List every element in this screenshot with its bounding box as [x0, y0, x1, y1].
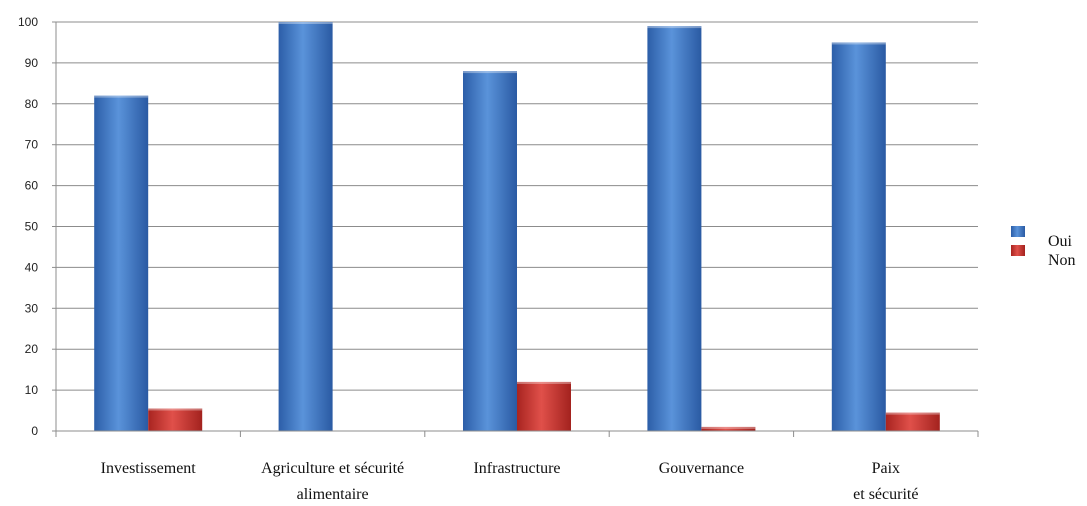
bar-oui [831, 42, 886, 431]
bar-oui [278, 22, 333, 431]
bar-highlight [278, 22, 333, 24]
bar-highlight [647, 26, 702, 29]
y-tick-label: 100 [18, 15, 38, 29]
x-category-label: Gouvernance [659, 460, 744, 477]
bar-oui [94, 95, 149, 432]
bar-highlight [831, 42, 886, 45]
y-tick-label: 40 [25, 260, 39, 274]
x-category-label: Paix et sécurité [853, 460, 918, 503]
bar-non [885, 412, 940, 431]
bar-oui [647, 26, 702, 432]
legend-swatch-non [1011, 245, 1025, 256]
x-category-label-line: et sécurité [853, 486, 918, 503]
bar-highlight [463, 71, 517, 74]
y-tick-label: 0 [31, 424, 38, 438]
y-tick-label: 90 [25, 56, 39, 70]
x-category-label: Investissement [101, 460, 197, 477]
y-tick-label: 80 [25, 97, 39, 111]
x-category-label-line: Investissement [101, 460, 197, 477]
x-category-label-line: alimentaire [297, 486, 369, 503]
y-tick-label: 50 [25, 220, 39, 234]
bars [94, 22, 940, 432]
x-category-label-line: Paix [872, 460, 900, 477]
x-category-label-line: Agriculture et sécurité [261, 460, 404, 477]
y-tick-label: 70 [25, 138, 39, 152]
y-tick-label: 20 [25, 342, 39, 356]
x-category-label-line: Infrastructure [473, 460, 560, 477]
x-category-label: Agriculture et sécurité alimentaire [261, 460, 404, 503]
legend-label-oui: Oui [1048, 233, 1073, 250]
x-axis: Investissement Agriculture et sécurité ali… [55, 430, 979, 503]
y-tick-label: 10 [25, 383, 39, 397]
bar-non [517, 381, 571, 431]
y-tick-label: 30 [25, 301, 39, 315]
y-tick-label: 60 [25, 179, 39, 193]
legend-label-non: Non [1048, 252, 1076, 269]
bar-highlight [94, 95, 149, 98]
x-category-label: Infrastructure [473, 460, 560, 477]
bar-highlight [517, 381, 571, 384]
bar-highlight [701, 426, 756, 429]
x-category-label-line: Gouvernance [659, 460, 744, 477]
legend: Oui Non [1011, 226, 1076, 269]
bar-highlight [148, 408, 203, 411]
bar-non [701, 426, 756, 431]
bar-highlight [885, 412, 940, 415]
bar-oui [463, 71, 517, 431]
y-axis: 0 10 20 30 40 50 60 70 80 90 100 [18, 15, 57, 438]
legend-swatch-oui [1011, 226, 1025, 237]
bar-non [148, 408, 203, 431]
